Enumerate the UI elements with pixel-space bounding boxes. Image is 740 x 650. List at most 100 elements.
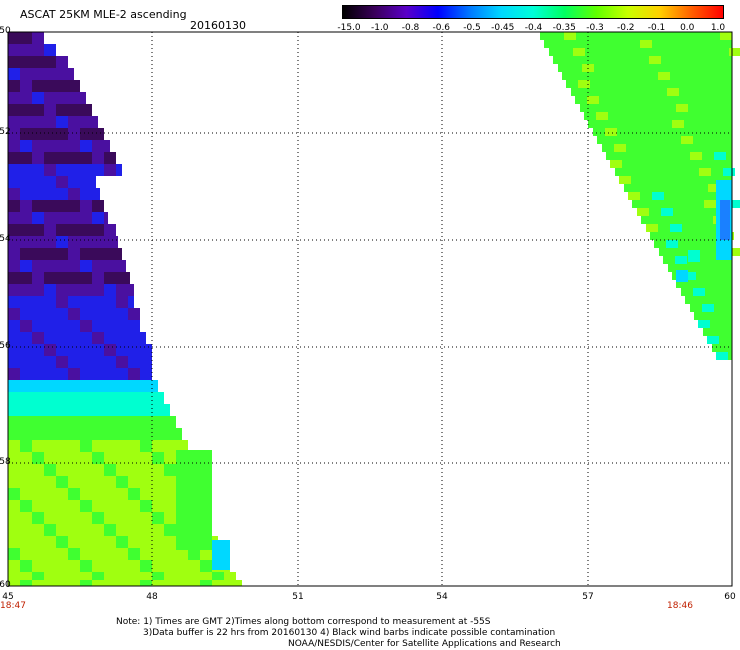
swath-cell [92, 272, 104, 284]
swath-cell [44, 44, 56, 56]
swath-cell [8, 272, 130, 284]
swath-cell [56, 416, 68, 428]
swath-cell [152, 392, 164, 404]
map-title: ASCAT 25KM MLE-2 ascending [20, 8, 187, 21]
swath-cell [68, 308, 80, 320]
colorbar-tick-label: 0.0 [680, 23, 695, 33]
swath-cell [605, 128, 617, 136]
swath-cell [8, 440, 188, 452]
swath-cell [116, 536, 128, 548]
swath-cell [80, 200, 92, 212]
swath-cell [8, 56, 68, 68]
swath-cell [104, 224, 116, 236]
swath-cell [694, 312, 732, 320]
longitude-label: 60 [724, 592, 736, 602]
swath-cell [632, 200, 732, 208]
swath-cell [44, 284, 56, 296]
swath-cell [92, 512, 104, 524]
swath-cell [140, 500, 152, 512]
left-time: 18:47 [0, 601, 26, 611]
swath-cell [8, 548, 224, 560]
latitude-label: -56 [0, 341, 11, 351]
longitude-label: 51 [292, 592, 304, 602]
swath-cell [8, 320, 140, 332]
swath-cell [104, 344, 116, 356]
swath-cell [8, 572, 236, 580]
swath-cell [8, 416, 176, 428]
colorbar-tick-label: -0.3 [586, 23, 604, 33]
swath-cell [540, 32, 732, 40]
swath-cell [68, 548, 80, 560]
colorbar-tick-label: -0.5 [463, 23, 481, 33]
swath-cell [20, 80, 32, 92]
latitude-label: -50 [0, 26, 11, 36]
swath-cell [164, 524, 176, 536]
swath-cell [92, 332, 104, 344]
swath-cell [68, 188, 80, 200]
swath-cell [32, 92, 44, 104]
swath-cell [140, 440, 152, 452]
colorbar-tick-label: -0.6 [432, 23, 451, 33]
swath-cell [92, 392, 104, 404]
swath-cell [116, 356, 128, 368]
swath-cell [140, 560, 152, 572]
swath-cell [32, 152, 44, 164]
swath-cell [641, 216, 732, 224]
swath-cell [188, 548, 200, 560]
swath-cell [652, 192, 664, 200]
colorbar-tick-label: -1.0 [370, 23, 389, 33]
swath-cell [80, 580, 92, 586]
note-line-3: NOAA/NESDIS/Center for Satellite Applica… [288, 639, 561, 649]
swath-cell [703, 328, 732, 336]
swath-cell [20, 500, 32, 512]
swath-cell [8, 392, 164, 404]
swath-cell [212, 540, 230, 570]
swath-cell [128, 548, 140, 560]
swath-cell [593, 128, 732, 136]
swath-cell [8, 308, 20, 320]
swath-cell [104, 524, 116, 536]
swath-cell [44, 464, 56, 476]
swath-cell [68, 368, 80, 380]
swath-cell [558, 64, 732, 72]
latitude-label: -52 [0, 127, 11, 137]
colorbar-tick-label: -0.8 [401, 23, 420, 33]
swath-cell [92, 572, 104, 580]
swath-cell [80, 140, 92, 152]
swath-cell [32, 332, 44, 344]
swath-cell [8, 368, 20, 380]
latitude-label: -54 [0, 234, 11, 244]
swath-cell [619, 176, 732, 184]
swath-cell [8, 428, 20, 440]
colorbar-tick-label: -0.4 [524, 23, 543, 33]
swath-cell [8, 488, 20, 500]
swath-cell [693, 288, 705, 296]
swath-cell [690, 152, 702, 160]
swath-cell [672, 272, 732, 280]
swath-cell [8, 332, 146, 344]
swath-cell [68, 488, 80, 500]
swath-cell [553, 56, 732, 64]
swath-cell [8, 284, 134, 296]
colorbar-tick-label: -0.1 [647, 23, 666, 33]
swath-cell [702, 304, 714, 312]
swath-cell [675, 256, 687, 264]
swath-cell [8, 92, 86, 104]
swath-cell [676, 280, 732, 288]
swath-cell [575, 96, 732, 104]
swath-cell [80, 500, 92, 512]
swath-cell [32, 452, 44, 464]
swath-cell [8, 580, 242, 586]
swath-cell [116, 416, 128, 428]
longitude-label: 45 [2, 592, 14, 602]
swath-cell [56, 356, 68, 368]
swath-cell [580, 104, 732, 112]
swath-cell [681, 288, 732, 296]
swath-cell [723, 168, 735, 176]
swath-cell [624, 184, 732, 192]
colorbar [342, 5, 724, 19]
swath-cell [44, 224, 56, 236]
swath-cell [8, 404, 170, 416]
latitude-label: -58 [0, 457, 11, 467]
